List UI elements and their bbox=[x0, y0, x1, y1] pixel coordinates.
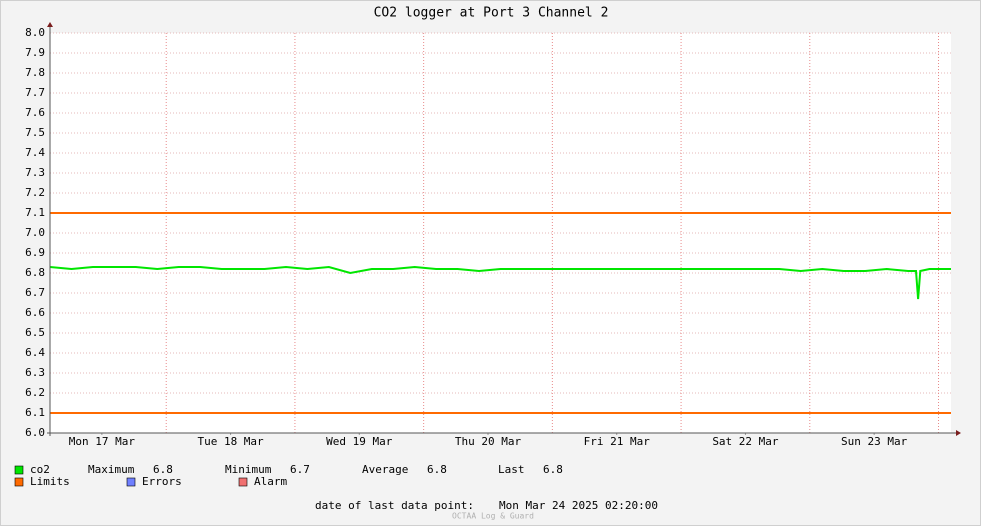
stat-label: Average bbox=[362, 463, 408, 476]
footer-label: date of last data point: bbox=[315, 499, 474, 512]
y-tick-label: 6.3 bbox=[25, 366, 45, 379]
legend-swatch bbox=[126, 477, 136, 487]
y-tick-label: 7.8 bbox=[25, 66, 45, 79]
footer-value: Mon Mar 24 2025 02:20:00 bbox=[499, 499, 658, 512]
y-tick-label: 6.1 bbox=[25, 406, 45, 419]
y-tick-label: 6.0 bbox=[25, 426, 45, 439]
y-tick-label: 7.7 bbox=[25, 86, 45, 99]
x-tick-label: Wed 19 Mar bbox=[326, 435, 393, 448]
legend-swatch bbox=[14, 465, 24, 475]
y-tick-label: 6.6 bbox=[25, 306, 45, 319]
data-line bbox=[49, 265, 951, 300]
legend-label: Alarm bbox=[254, 475, 287, 488]
stat-value: 6.8 bbox=[153, 463, 173, 476]
stat-label: Maximum bbox=[88, 463, 135, 476]
x-axis-arrow bbox=[956, 430, 961, 436]
y-tick-label: 8.0 bbox=[25, 26, 45, 39]
legend-swatch bbox=[238, 477, 248, 487]
y-tick-label: 6.4 bbox=[25, 346, 45, 359]
y-tick-label: 7.2 bbox=[25, 186, 45, 199]
y-tick-label: 7.0 bbox=[25, 226, 45, 239]
legend-label: Errors bbox=[142, 475, 182, 488]
legend-label: Limits bbox=[30, 475, 70, 488]
chart-title: CO2 logger at Port 3 Channel 2 bbox=[374, 6, 609, 21]
y-tick-label: 6.8 bbox=[25, 266, 45, 279]
x-tick-label: Tue 18 Mar bbox=[197, 435, 264, 448]
y-tick-label: 6.2 bbox=[25, 386, 45, 399]
y-axis-arrow bbox=[47, 22, 53, 27]
x-tick-label: Sun 23 Mar bbox=[841, 435, 908, 448]
x-tick-label: Fri 21 Mar bbox=[584, 435, 651, 448]
y-tick-label: 7.6 bbox=[25, 106, 45, 119]
y-tick-label: 6.9 bbox=[25, 246, 45, 259]
y-tick-label: 7.3 bbox=[25, 166, 45, 179]
stat-value: 6.7 bbox=[290, 463, 310, 476]
stat-label: Minimum bbox=[225, 463, 272, 476]
x-tick-label: Sat 22 Mar bbox=[712, 435, 779, 448]
y-tick-label: 6.5 bbox=[25, 326, 45, 339]
y-tick-label: 7.4 bbox=[25, 146, 45, 159]
stat-label: Last bbox=[498, 463, 525, 476]
x-tick-label: Thu 20 Mar bbox=[455, 435, 522, 448]
y-tick-label: 7.5 bbox=[25, 126, 45, 139]
stat-value: 6.8 bbox=[427, 463, 447, 476]
y-tick-label: 6.7 bbox=[25, 286, 45, 299]
stat-value: 6.8 bbox=[543, 463, 563, 476]
legend-swatch bbox=[14, 477, 24, 487]
x-tick-label: Mon 17 Mar bbox=[69, 435, 136, 448]
y-tick-label: 7.1 bbox=[25, 206, 45, 219]
watermark: OCTAA Log & Guard bbox=[452, 512, 534, 521]
y-tick-label: 7.9 bbox=[25, 46, 45, 59]
legend-label: co2 bbox=[30, 463, 50, 476]
